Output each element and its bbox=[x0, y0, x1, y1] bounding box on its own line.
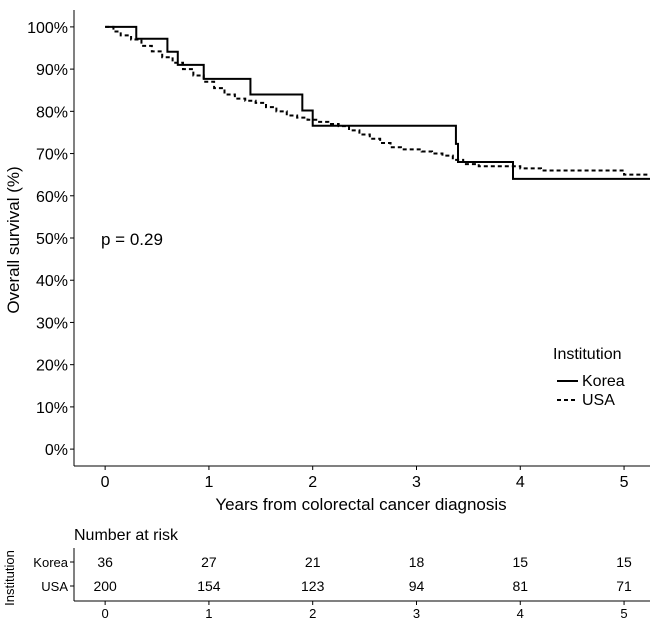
series-lines bbox=[105, 25, 650, 180]
y-tick-label: 80% bbox=[36, 104, 68, 121]
risk-row-label: Korea bbox=[33, 555, 68, 570]
risk-x-tick-label: 5 bbox=[620, 606, 627, 621]
x-tick-label: 1 bbox=[204, 474, 213, 491]
risk-table-rows: Korea 36 27 21 18 15 15 USA 200 154 123 94 81 71 bbox=[33, 554, 632, 594]
x-tick-label: 2 bbox=[308, 474, 317, 491]
y-ticks: 0% 10% 20% 30% 40% 50% 60% 70% 80% 90% 100% bbox=[27, 20, 74, 459]
risk-cell: 15 bbox=[616, 554, 632, 570]
risk-cell: 36 bbox=[97, 554, 113, 570]
y-tick-label: 70% bbox=[36, 147, 68, 164]
risk-x-tick-label: 1 bbox=[205, 606, 212, 621]
legend-label-korea: Korea bbox=[582, 373, 625, 390]
legend-label-usa: USA bbox=[582, 392, 615, 409]
y-tick-label: 20% bbox=[36, 358, 68, 375]
risk-x-tick-label: 0 bbox=[102, 606, 109, 621]
risk-cell: 71 bbox=[616, 578, 632, 594]
y-axis-label: Overall survival (%) bbox=[4, 166, 23, 313]
y-tick-label: 30% bbox=[36, 315, 68, 332]
risk-cell: 200 bbox=[93, 578, 117, 594]
risk-cell: 94 bbox=[409, 578, 425, 594]
risk-cell: 15 bbox=[512, 554, 528, 570]
legend: Institution Korea USA bbox=[553, 346, 625, 409]
x-tick-label: 4 bbox=[516, 474, 525, 491]
risk-cell: 21 bbox=[305, 554, 321, 570]
x-ticks: 0 1 2 3 4 5 bbox=[101, 466, 629, 491]
y-tick-label: 50% bbox=[36, 231, 68, 248]
risk-table: Number at risk Institution Korea 36 27 21 18… bbox=[2, 527, 650, 621]
risk-table-x-ticks: 0 1 2 3 4 5 bbox=[102, 601, 628, 621]
risk-cell: 123 bbox=[301, 578, 325, 594]
y-tick-label: 40% bbox=[36, 273, 68, 290]
y-tick-label: 60% bbox=[36, 189, 68, 206]
risk-cell: 81 bbox=[512, 578, 528, 594]
risk-cell: 18 bbox=[409, 554, 425, 570]
risk-table-title: Number at risk bbox=[74, 527, 179, 544]
main-plot-area: 0% 10% 20% 30% 40% 50% 60% 70% 80% 90% 100% 0 1 2 3 4 5… bbox=[4, 10, 650, 514]
risk-cell: 27 bbox=[201, 554, 217, 570]
y-tick-label: 0% bbox=[45, 442, 68, 459]
y-tick-label: 90% bbox=[36, 62, 68, 79]
risk-cell: 154 bbox=[197, 578, 221, 594]
risk-x-tick-label: 4 bbox=[517, 606, 524, 621]
x-tick-label: 0 bbox=[101, 474, 110, 491]
x-axis-label: Years from colorectal cancer diagnosis bbox=[215, 495, 506, 514]
legend-title: Institution bbox=[553, 346, 621, 363]
series-line-usa bbox=[105, 25, 650, 176]
y-tick-label: 10% bbox=[36, 400, 68, 417]
risk-x-tick-label: 3 bbox=[413, 606, 420, 621]
risk-table-ylabel: Institution bbox=[2, 550, 17, 606]
x-tick-label: 3 bbox=[412, 474, 421, 491]
risk-row-label: USA bbox=[41, 579, 68, 594]
x-tick-label: 5 bbox=[620, 474, 629, 491]
series-line-korea bbox=[105, 25, 650, 180]
y-tick-label: 100% bbox=[27, 20, 68, 37]
risk-x-tick-label: 2 bbox=[309, 606, 316, 621]
p-value-annotation: p = 0.29 bbox=[101, 230, 163, 249]
